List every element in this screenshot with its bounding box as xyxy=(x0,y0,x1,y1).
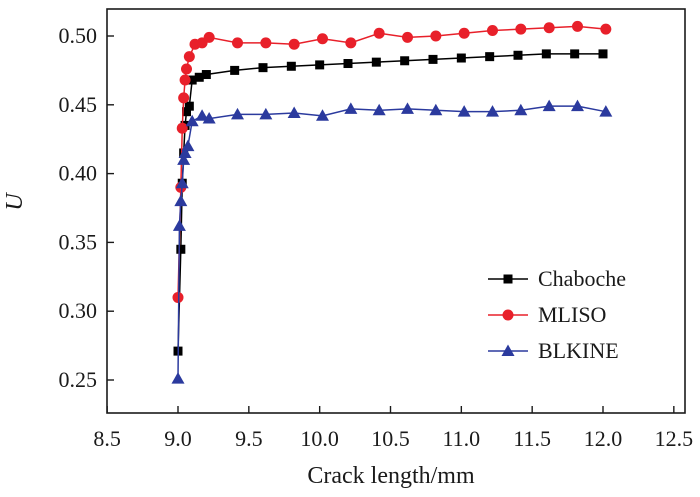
series-layer xyxy=(171,20,613,384)
data-point-mliso xyxy=(203,31,215,43)
x-axis-title: Crack length/mm xyxy=(307,463,475,489)
data-point-blkine xyxy=(175,176,189,189)
x-tick-label: 11.0 xyxy=(442,426,480,451)
x-tick-label: 11.5 xyxy=(513,426,551,451)
data-point-mliso xyxy=(288,38,300,50)
data-point-mliso xyxy=(402,31,413,43)
data-point-blkine xyxy=(372,103,386,116)
data-point-blkine xyxy=(287,106,301,119)
data-point-chaboche xyxy=(315,60,325,70)
y-tick-label: 0.35 xyxy=(59,229,98,254)
data-point-mliso xyxy=(373,27,385,39)
data-point-chaboche xyxy=(258,63,268,73)
series-mliso xyxy=(172,20,612,303)
y-axis-title: U xyxy=(2,192,28,211)
data-point-blkine xyxy=(571,99,584,112)
data-point-blkine xyxy=(181,139,195,152)
legend-marker xyxy=(501,344,515,356)
data-point-blkine xyxy=(429,103,443,116)
data-point-chaboche xyxy=(182,107,191,117)
data-point-blkine xyxy=(542,99,556,112)
data-point-blkine xyxy=(172,219,186,231)
data-point-chaboche xyxy=(371,57,381,67)
data-point-chaboche xyxy=(201,70,211,80)
data-point-chaboche xyxy=(400,56,410,66)
plot-frame xyxy=(106,8,686,414)
data-point-mliso xyxy=(458,27,470,39)
data-point-mliso xyxy=(487,24,498,36)
data-point-mliso xyxy=(430,30,442,42)
data-point-mliso xyxy=(515,23,527,35)
legend-marker xyxy=(503,274,513,284)
y-tick-label: 0.40 xyxy=(59,161,98,186)
data-point-blkine xyxy=(401,102,414,114)
data-point-chaboche xyxy=(598,49,608,59)
legend-marker xyxy=(502,309,514,321)
data-point-blkine xyxy=(259,107,273,120)
data-point-mliso xyxy=(600,23,612,35)
x-tick-label: 12.0 xyxy=(584,426,623,451)
data-point-blkine xyxy=(178,146,192,158)
data-point-chaboche xyxy=(456,53,466,63)
data-point-mliso xyxy=(176,122,188,134)
data-point-chaboche xyxy=(286,61,296,71)
series-blkine xyxy=(171,99,613,384)
data-point-blkine xyxy=(316,109,329,121)
x-tick-label: 10.5 xyxy=(371,426,410,451)
data-point-mliso xyxy=(179,74,191,86)
data-point-mliso xyxy=(181,63,192,75)
data-point-blkine xyxy=(457,105,471,117)
data-point-mliso xyxy=(178,92,190,104)
data-point-blkine xyxy=(185,114,199,127)
x-tick-label: 9.5 xyxy=(235,426,263,451)
data-point-chaboche xyxy=(184,101,194,111)
data-point-blkine xyxy=(174,194,188,207)
data-point-chaboche xyxy=(513,50,523,60)
y-axis: 0.25 0.30 0.35 0.40 0.45 0.50 xyxy=(59,23,114,392)
data-point-chaboche xyxy=(485,52,495,62)
data-point-chaboche xyxy=(343,59,353,69)
data-point-mliso xyxy=(172,291,184,303)
data-point-blkine xyxy=(486,105,499,117)
data-point-blkine xyxy=(231,107,244,120)
x-tick-label: 9.0 xyxy=(164,426,192,451)
x-tick-label: 10.0 xyxy=(300,426,339,451)
legend-label: MLISO xyxy=(538,302,606,327)
x-axis: 8.5 9.0 9.5 10.0 10.5 11.0 11.5 12.0 12.5 xyxy=(93,406,693,451)
data-point-chaboche xyxy=(428,54,438,64)
series-line-mliso xyxy=(177,25,606,298)
legend: Chaboche MLISO BLKINE xyxy=(488,266,626,363)
data-point-blkine xyxy=(177,153,191,165)
data-point-mliso xyxy=(260,37,272,49)
x-tick-label: 12.5 xyxy=(655,426,694,451)
legend-label: Chaboche xyxy=(538,266,626,291)
data-point-mliso xyxy=(543,22,555,34)
data-point-blkine xyxy=(599,105,613,117)
data-point-mliso xyxy=(345,37,357,49)
y-tick-label: 0.45 xyxy=(59,92,98,117)
data-point-blkine xyxy=(514,103,528,116)
data-point-blkine xyxy=(202,112,216,124)
data-point-chaboche xyxy=(187,75,197,85)
x-tick-label: 8.5 xyxy=(93,426,121,451)
data-point-mliso xyxy=(232,37,243,49)
y-tick-label: 0.25 xyxy=(59,367,98,392)
data-point-blkine xyxy=(344,102,358,114)
data-point-blkine xyxy=(171,372,185,384)
data-point-chaboche xyxy=(176,244,186,254)
data-point-blkine xyxy=(195,109,209,121)
data-point-mliso xyxy=(183,51,195,63)
data-point-mliso xyxy=(317,33,328,45)
data-point-mliso xyxy=(572,20,583,32)
data-point-chaboche xyxy=(194,72,204,82)
data-point-chaboche xyxy=(541,49,551,59)
data-point-chaboche xyxy=(570,49,580,59)
y-tick-label: 0.30 xyxy=(59,298,98,323)
legend-label: BLKINE xyxy=(538,338,619,363)
data-point-chaboche xyxy=(230,65,240,75)
y-tick-label: 0.50 xyxy=(59,23,98,48)
